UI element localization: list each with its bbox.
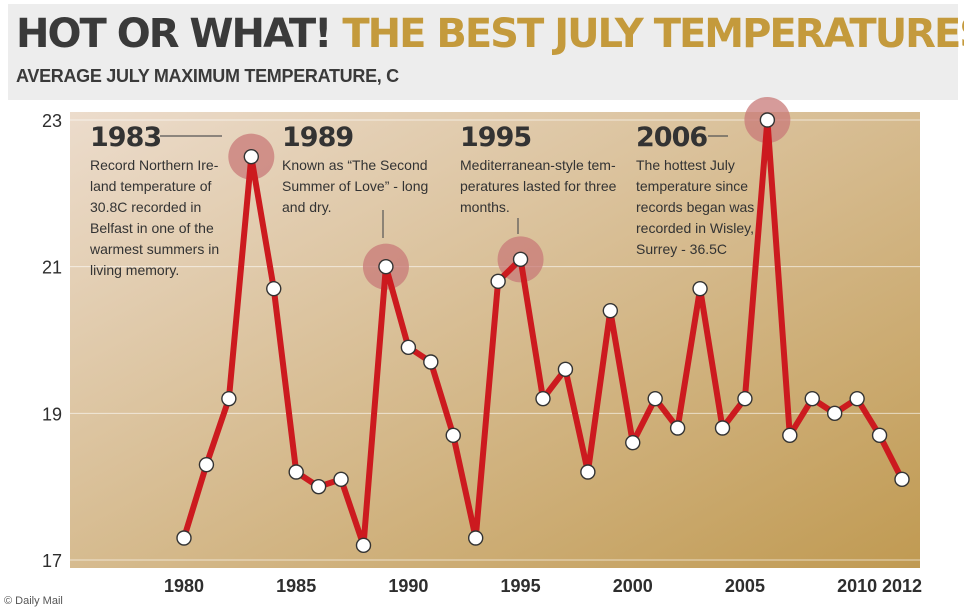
y-tick-label: 23 [42, 111, 62, 131]
annotation-year: 1983 [90, 122, 161, 153]
data-point [333, 471, 349, 488]
x-tick-label: 2000 [613, 576, 653, 596]
annotation-text-line: living memory. [90, 262, 179, 278]
data-point [512, 251, 529, 268]
annotation-text-line: Mediterranean-style tem- [460, 157, 616, 173]
x-tick-label: 1990 [388, 576, 428, 596]
annotation-text-line: and dry. [282, 199, 332, 215]
data-point [647, 390, 663, 407]
data-point [355, 537, 372, 554]
annotation-text-line: Record Northern Ire- [90, 157, 219, 173]
data-point [826, 405, 843, 422]
y-tick-label: 21 [42, 258, 62, 278]
x-tick-label: 2010 [837, 576, 877, 596]
data-point [871, 427, 888, 444]
data-point [894, 471, 910, 488]
annotation-text-line: Known as “The Second [282, 157, 428, 173]
data-point [580, 464, 596, 480]
x-tick-label: 1985 [276, 576, 316, 596]
data-point [266, 280, 282, 297]
data-point [849, 390, 865, 407]
annotation-text-line: warmest summers in [89, 241, 219, 257]
x-axis-ticks: 1980 1985 1990 1995 2000 2005 2010 2012 [164, 576, 922, 596]
annotation-text-line: Summer of Love” - long [282, 178, 428, 194]
annotation-1983: 1983 Record Northern Ire-land temperature… [89, 122, 222, 278]
title-part-1: HOT OR WHAT! [16, 11, 332, 57]
data-point [400, 339, 417, 356]
data-point [490, 273, 506, 290]
data-point [759, 112, 776, 128]
annotation-1989: 1989 Known as “The Second Summer of Love” … [282, 122, 428, 238]
data-point [669, 420, 686, 436]
data-point [714, 420, 731, 436]
data-point [176, 530, 192, 546]
chart-subtitle: AVERAGE JULY MAXIMUM TEMPERATURE, C [16, 66, 399, 86]
data-point [445, 427, 461, 444]
annotation-text-line: Surrey - 36.5C [636, 241, 727, 257]
annotation-text-line: recorded in Wisley, [636, 220, 754, 236]
data-point [535, 390, 551, 407]
header-bar [8, 4, 958, 100]
data-point [423, 354, 439, 370]
data-point [737, 390, 753, 407]
x-tick-label: 2005 [725, 576, 765, 596]
annotation-text-line: Belfast in one of the [90, 220, 214, 236]
chart-title: HOT OR WHAT! THE BEST JULY TEMPERATURES [16, 6, 964, 62]
annotation-text-line: records began was [636, 199, 754, 215]
watermark: © Daily Mail [4, 595, 63, 607]
data-point [198, 456, 215, 473]
annotation-year: 1989 [282, 122, 353, 153]
annotation-year: 2006 [636, 122, 707, 153]
data-point [310, 478, 327, 495]
y-tick-label: 17 [42, 551, 62, 571]
data-point [804, 390, 820, 407]
data-points [176, 112, 910, 554]
data-point [602, 302, 619, 319]
x-tick-label: 1995 [501, 576, 541, 596]
annotation-text-line: 30.8C recorded in [90, 199, 201, 215]
data-point [782, 427, 798, 444]
annotation-text-line: The hottest July [636, 157, 735, 173]
data-point [625, 434, 641, 451]
x-tick-label: 2012 [882, 576, 922, 596]
data-point [467, 530, 484, 546]
data-point [243, 148, 260, 165]
annotation-year: 1995 [460, 122, 531, 153]
data-point [692, 280, 708, 297]
x-tick-label: 1980 [164, 576, 204, 596]
data-point [221, 390, 237, 407]
annotation-2006: 2006 The hottest July temperature since rec… [636, 122, 754, 257]
y-axis-ticks: 23 21 19 17 [42, 111, 62, 571]
data-point [288, 464, 304, 480]
annotation-text-line: temperature since [636, 178, 748, 194]
annotation-1995: 1995 Mediterranean-style tem-peratures la… [460, 122, 617, 234]
annotations: 1983 Record Northern Ire-land temperature… [89, 122, 754, 278]
annotation-text-line: peratures lasted for three [460, 178, 617, 194]
annotation-text-line: land temperature of [90, 178, 212, 194]
title-part-2: THE BEST JULY TEMPERATURES [342, 11, 964, 57]
y-tick-label: 19 [42, 404, 62, 424]
data-point [557, 361, 574, 378]
annotation-text-line: months. [460, 199, 510, 215]
data-point [378, 258, 394, 275]
